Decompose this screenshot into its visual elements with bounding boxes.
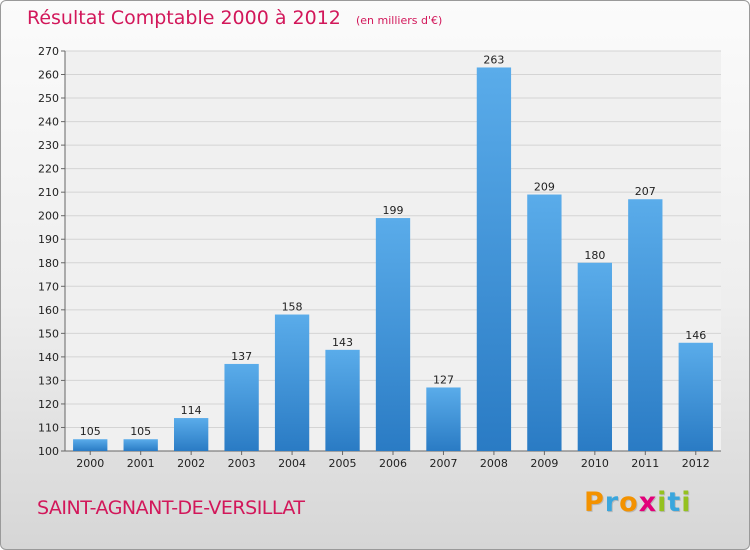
- bar: [123, 439, 158, 451]
- x-tick-label: 2002: [177, 457, 205, 470]
- chart-title: Résultat Comptable 2000 à 2012: [27, 7, 341, 29]
- bar-value-label: 143: [332, 336, 353, 349]
- bar-value-label: 114: [181, 404, 202, 417]
- bar: [628, 199, 663, 451]
- y-tick-label: 230: [38, 139, 59, 152]
- proxiti-logo: Proxiti: [584, 487, 692, 518]
- bar: [527, 194, 562, 451]
- bar: [476, 67, 512, 452]
- bar-value-label: 146: [685, 329, 706, 342]
- y-tick-label: 160: [38, 304, 59, 317]
- y-tick-label: 270: [38, 45, 59, 58]
- logo-letter: x: [638, 487, 658, 518]
- bar-value-label: 180: [584, 249, 605, 262]
- bar: [577, 262, 613, 451]
- bar-value-label: 199: [383, 204, 404, 217]
- bar-value-label: 209: [534, 181, 555, 194]
- x-tick-label: 2006: [379, 457, 407, 470]
- y-tick-label: 150: [38, 327, 59, 340]
- x-tick-label: 2012: [682, 457, 710, 470]
- y-tick-label: 210: [38, 186, 59, 199]
- logo-letter: t: [667, 487, 682, 518]
- bar: [375, 218, 411, 451]
- logo-letter: r: [604, 487, 620, 518]
- y-tick-label: 250: [38, 92, 59, 105]
- x-tick-label: 2009: [530, 457, 558, 470]
- logo-letter: i: [657, 487, 668, 518]
- y-tick-label: 110: [38, 421, 59, 434]
- bar: [325, 349, 360, 451]
- commune-name: SAINT-AGNANT-DE-VERSILLAT: [37, 497, 305, 519]
- logo-letter: P: [584, 487, 605, 518]
- bar: [678, 342, 713, 451]
- bar: [274, 314, 310, 451]
- title-row: Résultat Comptable 2000 à 2012 (en milli…: [27, 7, 442, 29]
- logo-letter: i: [681, 487, 692, 518]
- y-tick-label: 260: [38, 69, 59, 82]
- y-tick-label: 170: [38, 280, 59, 293]
- bar: [224, 363, 259, 451]
- x-tick-label: 2000: [76, 457, 104, 470]
- y-tick-label: 190: [38, 233, 59, 246]
- x-tick-label: 2010: [581, 457, 609, 470]
- bar: [426, 387, 461, 451]
- y-tick-label: 200: [38, 210, 59, 223]
- y-tick-label: 180: [38, 257, 59, 270]
- x-tick-label: 2008: [480, 457, 508, 470]
- y-tick-label: 100: [38, 445, 59, 458]
- y-tick-label: 130: [38, 374, 59, 387]
- bar-value-label: 137: [231, 350, 252, 363]
- y-tick-label: 140: [38, 351, 59, 364]
- y-tick-label: 220: [38, 163, 59, 176]
- y-tick-label: 240: [38, 116, 59, 129]
- bar: [173, 418, 209, 451]
- bar-value-label: 127: [433, 373, 454, 386]
- logo-letter: o: [619, 487, 639, 518]
- x-tick-label: 2011: [631, 457, 659, 470]
- x-tick-label: 2004: [278, 457, 306, 470]
- bar-value-label: 105: [80, 425, 101, 438]
- x-tick-label: 2005: [329, 457, 357, 470]
- bar-value-label: 105: [130, 425, 151, 438]
- y-tick-label: 120: [38, 398, 59, 411]
- x-tick-label: 2007: [429, 457, 457, 470]
- bar: [73, 439, 108, 451]
- bar-value-label: 263: [483, 53, 504, 66]
- x-tick-label: 2003: [228, 457, 256, 470]
- x-tick-label: 2001: [127, 457, 155, 470]
- chart-subtitle: (en milliers d'€): [355, 14, 443, 27]
- bar-value-label: 158: [282, 301, 303, 314]
- bar-value-label: 207: [635, 185, 656, 198]
